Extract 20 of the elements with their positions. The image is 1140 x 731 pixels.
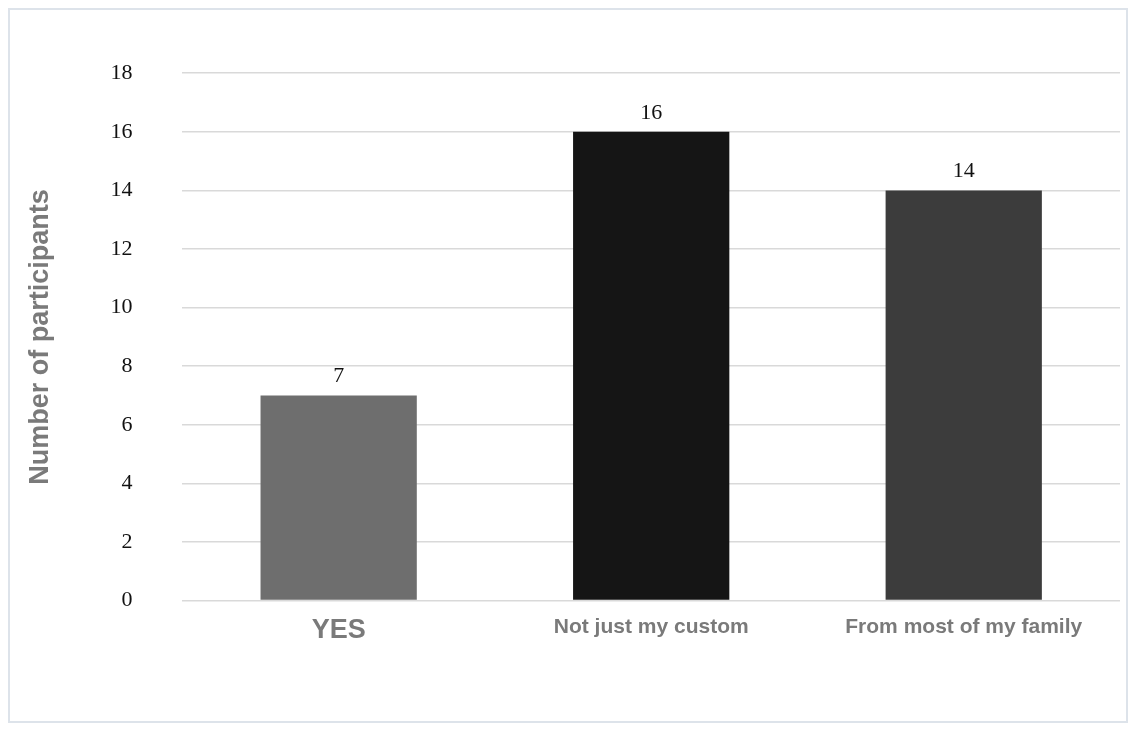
- data-label: 7: [333, 362, 345, 388]
- y-tick-label: 4: [121, 469, 133, 495]
- y-tick-label: 6: [121, 410, 133, 436]
- bar: [885, 190, 1042, 600]
- y-tick-label: 0: [121, 586, 133, 612]
- x-tick-label: From most of my family: [845, 614, 1083, 637]
- x-tick-label: YES: [311, 614, 366, 645]
- data-label: 16: [640, 98, 663, 124]
- y-tick-label: 2: [121, 527, 133, 553]
- y-tick-label: 10: [110, 293, 133, 319]
- y-tick-label: 16: [110, 117, 133, 143]
- bar: [260, 395, 417, 600]
- x-tick-label: Not just my custom: [553, 614, 749, 637]
- bar: [573, 131, 730, 600]
- y-tick-label: 18: [110, 58, 133, 84]
- y-tick-label: 12: [110, 234, 133, 260]
- data-label: 14: [952, 157, 975, 183]
- y-tick-label: 8: [121, 351, 133, 377]
- y-axis-title: Number of participants: [23, 189, 54, 485]
- y-tick-label: 14: [110, 176, 133, 202]
